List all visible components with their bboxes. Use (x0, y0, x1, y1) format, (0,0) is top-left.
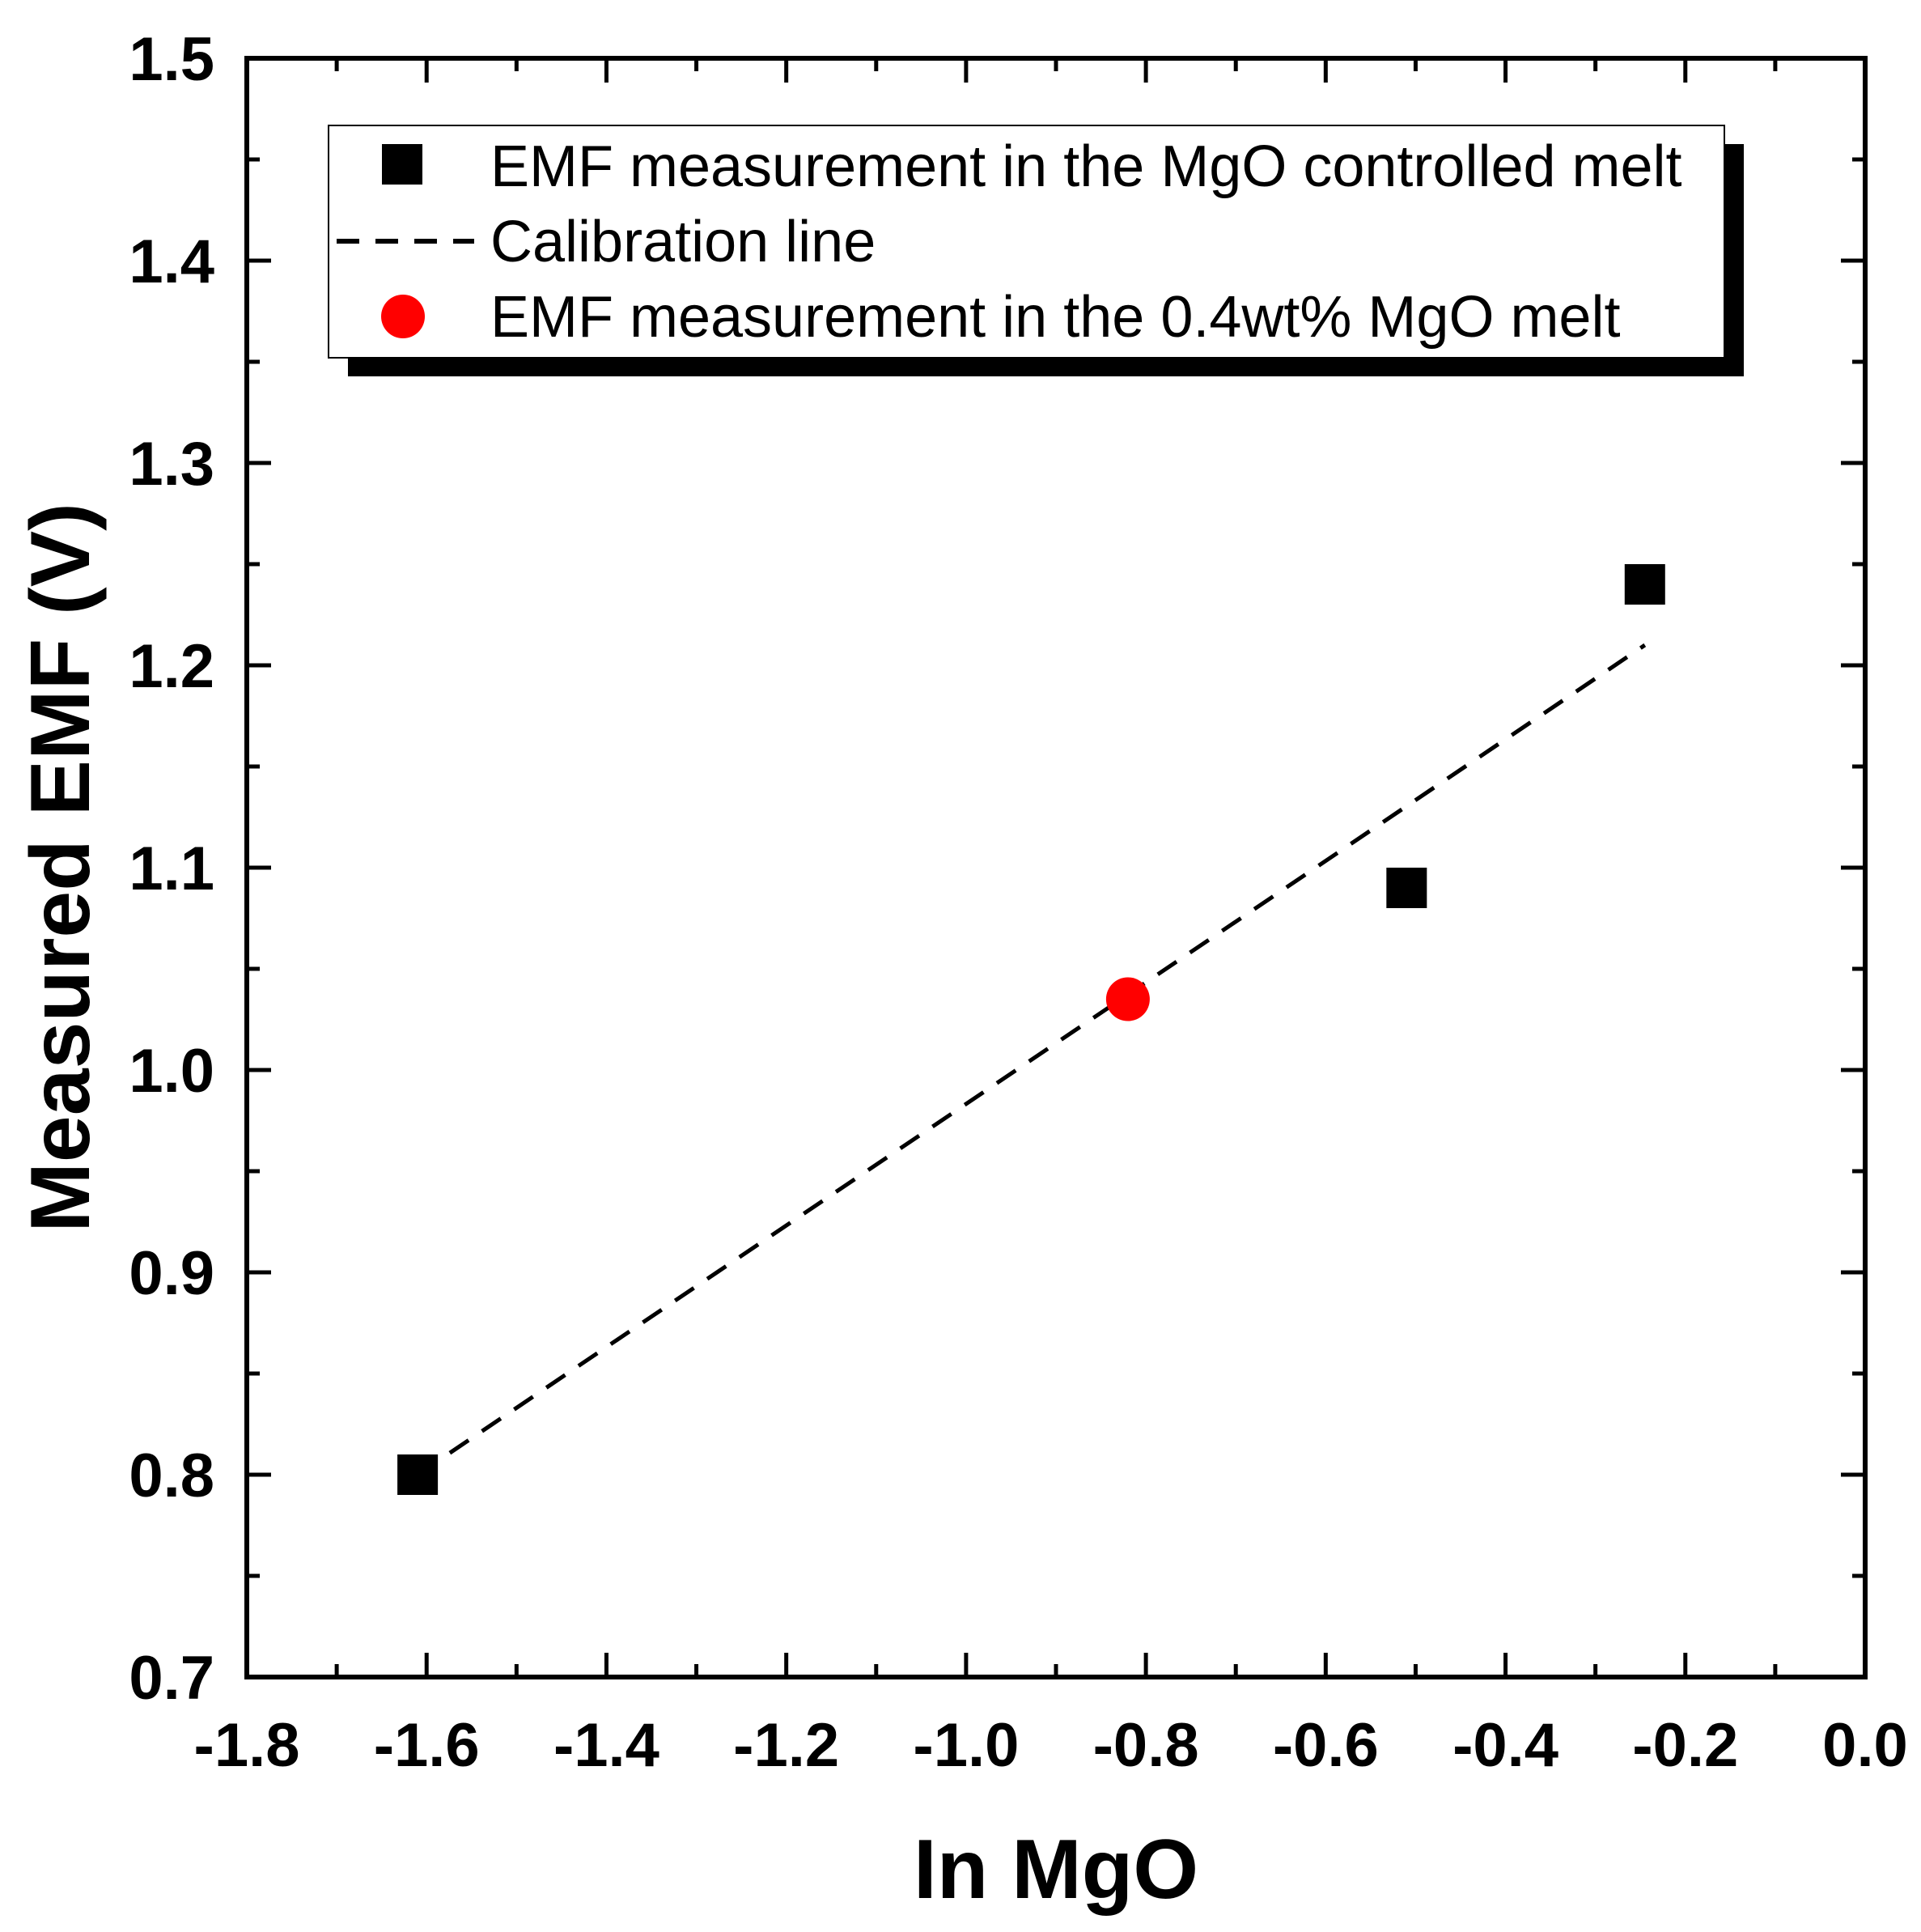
y-tick-label: 1.3 (129, 430, 214, 499)
controlled-melt-point (1624, 564, 1665, 605)
x-tick-label: 0.0 (1822, 1711, 1908, 1780)
y-tick-label: 1.1 (129, 834, 214, 903)
x-tick-label: -1.8 (194, 1711, 300, 1780)
data-marks (397, 564, 1665, 1495)
x-tick-label: -1.6 (374, 1711, 480, 1780)
legend: EMF measurement in the MgO controlled me… (328, 125, 1744, 376)
controlled-melt-point (397, 1454, 439, 1495)
legend-box (328, 125, 1725, 359)
calibration-line (416, 643, 1647, 1477)
x-tick-label: -0.8 (1093, 1711, 1199, 1780)
y-tick-labels: 0.7 0.8 0.9 1.0 1.1 1.2 1.3 1.4 1.5 (129, 25, 214, 1713)
x-tick-label: -1.2 (733, 1711, 839, 1780)
x-tick-label: -0.4 (1452, 1711, 1558, 1780)
legend-square-marker (382, 144, 422, 185)
mgo-0.4wt-melt-point (1105, 977, 1150, 1021)
y-tick-label: 1.0 (129, 1037, 214, 1106)
x-axis-title: In MgO (914, 1823, 1198, 1917)
y-tick-label: 0.7 (129, 1644, 214, 1713)
legend-label-controlled-melt: EMF measurement in the MgO controlled me… (490, 134, 1682, 199)
y-axis-title: Measured EMF (V) (14, 503, 108, 1232)
x-tick-label: -0.6 (1273, 1711, 1379, 1780)
legend-label-0.4wt-melt: EMF measurement in the 0.4wt% MgO melt (490, 285, 1620, 350)
y-tick-label: 1.4 (129, 227, 214, 296)
y-tick-label: 0.9 (129, 1239, 214, 1308)
controlled-melt-point (1386, 868, 1427, 908)
y-tick-label: 0.8 (129, 1442, 214, 1510)
x-tick-label: -0.2 (1632, 1711, 1738, 1780)
x-tick-labels: -1.8 -1.6 -1.4 -1.2 -1.0 -0.8 -0.6 -0.4 -0.2 0.0 (194, 1711, 1908, 1780)
legend-label-calibration-line: Calibration line (490, 210, 876, 274)
y-tick-label: 1.2 (129, 632, 214, 701)
x-tick-label: -1.4 (553, 1711, 659, 1780)
y-tick-label: 1.5 (129, 25, 214, 94)
x-tick-label: -1.0 (913, 1711, 1019, 1780)
axis-ticks (244, 56, 1868, 1679)
legend-circle-marker (381, 295, 425, 338)
